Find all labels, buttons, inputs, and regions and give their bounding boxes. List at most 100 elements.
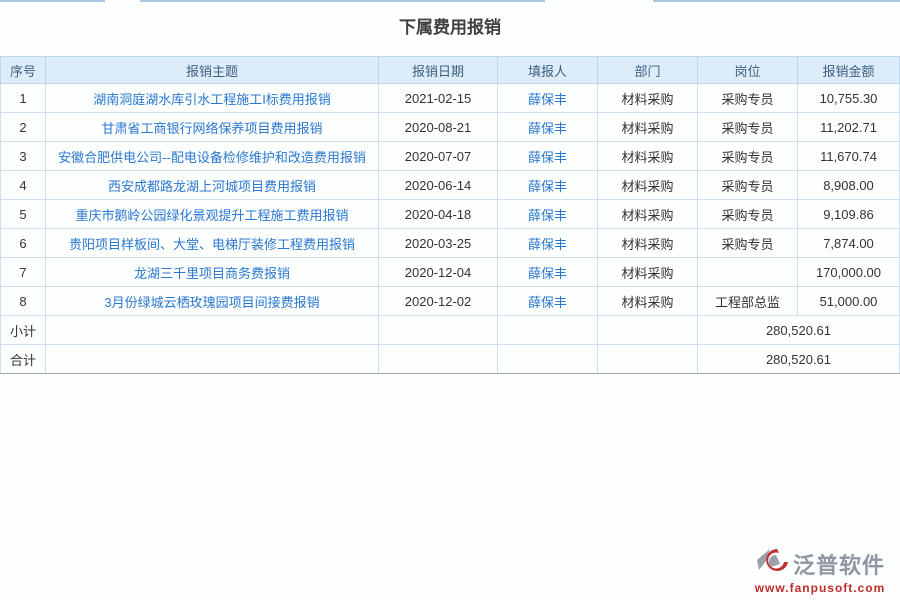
subject-cell: 安徽合肥供电公司--配电设备检修维护和改造费用报销 [45,141,379,171]
subject-link[interactable]: 重庆市鹅岭公园绿化景观提升工程施工费用报销 [75,207,349,223]
department-cell: 材料采购 [597,112,698,142]
filler-cell: 薛保丰 [497,257,598,287]
vendor-logo-icon [755,547,791,580]
subtotal-label: 小计 [0,315,46,345]
subject-link[interactable]: 西安成都路龙湖上河城项目费用报销 [107,178,316,194]
empty-cell [597,344,698,374]
filler-cell: 薛保丰 [497,170,598,200]
date-cell: 2020-06-14 [378,170,498,200]
table-row: 6 贵阳项目样板间、大堂、电梯厅装修工程费用报销 2020-03-25 薛保丰 … [0,228,900,258]
column-header-subject: 报销主题 [45,56,379,84]
filler-cell: 薛保丰 [497,228,598,258]
empty-cell [597,315,698,345]
subject-link[interactable]: 3月份绿城云栖玫瑰园项目间接费报销 [104,294,320,310]
position-cell [697,257,798,287]
row-index: 3 [0,141,46,171]
subject-cell: 湖南洞庭湖水库引水工程施工I标费用报销 [45,83,379,113]
table-row: 1 湖南洞庭湖水库引水工程施工I标费用报销 2021-02-15 薛保丰 材料采… [0,83,900,113]
filler-link[interactable]: 薛保丰 [527,120,567,136]
row-index: 4 [0,170,46,200]
filler-cell: 薛保丰 [497,286,598,316]
date-cell: 2020-12-02 [378,286,498,316]
table-row: 3 安徽合肥供电公司--配电设备检修维护和改造费用报销 2020-07-07 薛… [0,141,900,171]
subject-cell: 重庆市鹅岭公园绿化景观提升工程施工费用报销 [45,199,379,229]
date-cell: 2020-07-07 [378,141,498,171]
department-cell: 材料采购 [597,141,698,171]
subject-cell: 甘肃省工商银行网络保养项目费用报销 [45,112,379,142]
top-border-segment [653,0,900,2]
top-border-segment [140,0,545,2]
column-header-amount: 报销金额 [797,56,900,84]
row-index: 8 [0,286,46,316]
department-cell: 材料采购 [597,286,698,316]
table-row: 5 重庆市鹅岭公园绿化景观提升工程施工费用报销 2020-04-18 薛保丰 材… [0,199,900,229]
filler-link[interactable]: 薛保丰 [527,149,567,165]
date-cell: 2020-12-04 [378,257,498,287]
subtotal-row: 小计 280,520.61 [0,315,900,345]
empty-cell [45,344,379,374]
filler-link[interactable]: 薛保丰 [527,207,567,223]
date-cell: 2020-04-18 [378,199,498,229]
vendor-url: www.fanpusoft.com [754,581,886,595]
date-cell: 2020-03-25 [378,228,498,258]
empty-cell [497,315,598,345]
empty-cell [497,344,598,374]
filler-link[interactable]: 薛保丰 [527,178,567,194]
amount-cell: 11,202.71 [797,112,900,142]
position-cell: 采购专员 [697,199,798,229]
filler-link[interactable]: 薛保丰 [527,236,567,252]
subtotal-amount: 280,520.61 [697,315,900,345]
amount-cell: 10,755.30 [797,83,900,113]
subject-cell: 3月份绿城云栖玫瑰园项目间接费报销 [45,286,379,316]
vendor-logo: 泛普软件 www.fanpusoft.com [745,547,895,595]
department-cell: 材料采购 [597,83,698,113]
row-index: 7 [0,257,46,287]
subject-cell: 西安成都路龙湖上河城项目费用报销 [45,170,379,200]
expense-table: 序号 报销主题 报销日期 填报人 部门 岗位 报销金额 1 湖南洞庭湖水库引水工… [0,56,900,374]
top-border-segment [0,0,105,2]
filler-cell: 薛保丰 [497,83,598,113]
filler-cell: 薛保丰 [497,199,598,229]
table-row: 7 龙湖三千里项目商务费报销 2020-12-04 薛保丰 材料采购 170,0… [0,257,900,287]
subject-link[interactable]: 安徽合肥供电公司--配电设备检修维护和改造费用报销 [58,149,366,165]
subject-link[interactable]: 甘肃省工商银行网络保养项目费用报销 [101,120,323,136]
subject-cell: 贵阳项目样板间、大堂、电梯厅装修工程费用报销 [45,228,379,258]
department-cell: 材料采购 [597,257,698,287]
amount-cell: 51,000.00 [797,286,900,316]
amount-cell: 8,908.00 [797,170,900,200]
subject-link[interactable]: 湖南洞庭湖水库引水工程施工I标费用报销 [93,91,331,107]
filler-link[interactable]: 薛保丰 [527,294,567,310]
column-header-index: 序号 [0,56,46,84]
date-cell: 2021-02-15 [378,83,498,113]
empty-cell [378,344,498,374]
column-header-position: 岗位 [697,56,798,84]
department-cell: 材料采购 [597,228,698,258]
row-index: 1 [0,83,46,113]
row-index: 6 [0,228,46,258]
position-cell: 采购专员 [697,141,798,171]
subject-link[interactable]: 贵阳项目样板间、大堂、电梯厅装修工程费用报销 [68,236,355,252]
table-row: 4 西安成都路龙湖上河城项目费用报销 2020-06-14 薛保丰 材料采购 采… [0,170,900,200]
total-row: 合计 280,520.61 [0,344,900,374]
subject-cell: 龙湖三千里项目商务费报销 [45,257,379,287]
filler-link[interactable]: 薛保丰 [527,265,567,281]
page-title: 下属费用报销 [399,18,501,37]
column-header-date: 报销日期 [378,56,498,84]
header-row: 序号 报销主题 报销日期 填报人 部门 岗位 报销金额 [0,56,900,84]
empty-cell [45,315,379,345]
department-cell: 材料采购 [597,199,698,229]
vendor-brand-text: 泛普软件 [792,552,885,578]
total-label: 合计 [0,344,46,374]
column-header-department: 部门 [597,56,698,84]
subject-link[interactable]: 龙湖三千里项目商务费报销 [133,265,290,281]
row-index: 5 [0,199,46,229]
position-cell: 采购专员 [697,170,798,200]
position-cell: 工程部总监 [697,286,798,316]
position-cell: 采购专员 [697,228,798,258]
filler-link[interactable]: 薛保丰 [527,91,567,107]
filler-cell: 薛保丰 [497,141,598,171]
position-cell: 采购专员 [697,112,798,142]
date-cell: 2020-08-21 [378,112,498,142]
amount-cell: 7,874.00 [797,228,900,258]
amount-cell: 9,109.86 [797,199,900,229]
